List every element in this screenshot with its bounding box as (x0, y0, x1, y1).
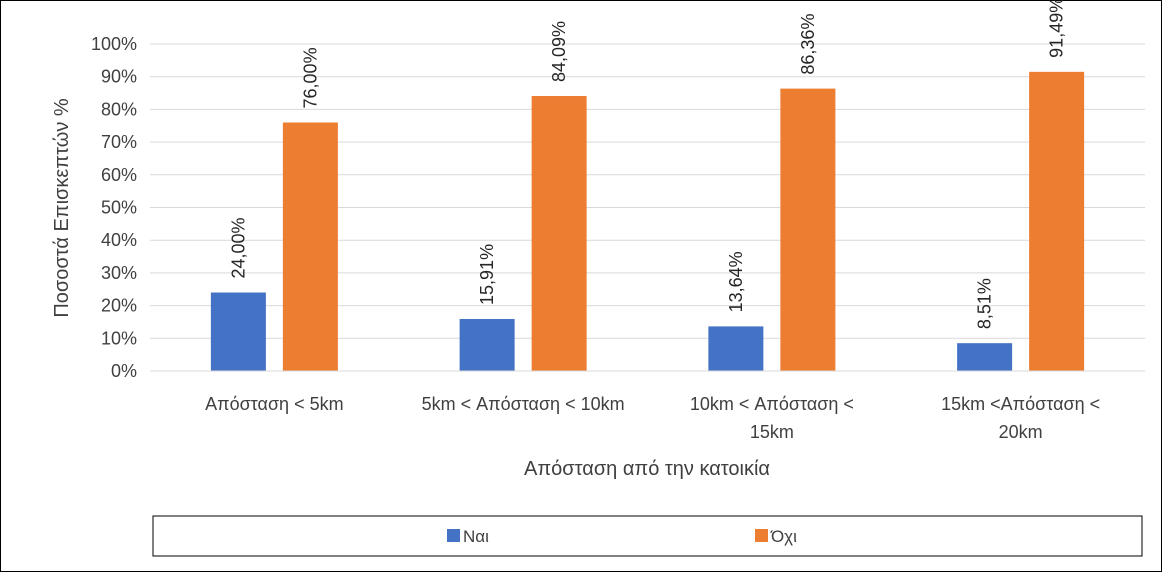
x-axis-ticks: Απόσταση < 5km 5km < Απόσταση < 10km 10km … (205, 394, 1100, 442)
data-label: 24,00% (228, 217, 248, 278)
bar-ochi (531, 96, 587, 372)
x-tick-label: 15km (750, 422, 794, 442)
bar-ochi (282, 122, 338, 371)
y-tick-label: 100% (91, 34, 137, 54)
y-axis-ticks: 0% 10% 20% 30% 40% 50% 60% 70% 80% 90% 100% (91, 34, 137, 381)
x-tick-label: 20km (999, 422, 1043, 442)
y-tick-label: 0% (111, 361, 137, 381)
legend-swatch (447, 529, 460, 542)
bar-ochi (1029, 71, 1085, 371)
x-axis-title: Απόσταση από την κατοικία (524, 458, 770, 480)
bar-nai (459, 318, 515, 371)
bars (210, 71, 1085, 372)
legend-label: Όχι (770, 527, 797, 546)
data-labels: 24,00% 76,00% 15,91% 84,09% 13,64% 86,36% 8,51… (228, 0, 1066, 329)
y-tick-label: 10% (101, 328, 137, 348)
y-tick-label: 90% (101, 67, 137, 87)
data-label: 76,00% (300, 47, 320, 108)
y-tick-label: 20% (101, 296, 137, 316)
x-tick-label: Απόσταση < 5km (205, 394, 343, 414)
y-tick-label: 30% (101, 263, 137, 283)
bar-nai (957, 343, 1013, 371)
data-label: 84,09% (549, 21, 569, 82)
data-label: 13,64% (726, 251, 746, 312)
y-tick-label: 70% (101, 132, 137, 152)
data-label: 15,91% (477, 244, 497, 305)
legend-label: Ναι (463, 527, 489, 546)
y-axis-title: Ποσοστά Επισκεπτών % (51, 98, 73, 318)
x-tick-label: 5km < Απόσταση < 10km (422, 394, 625, 414)
y-tick-label: 80% (101, 99, 137, 119)
y-tick-label: 50% (101, 198, 137, 218)
bar-ochi (780, 88, 836, 372)
x-tick-label: 10km < Απόσταση < (690, 394, 854, 414)
data-label: 86,36% (798, 14, 818, 75)
data-label: 91,49% (1047, 0, 1067, 58)
legend-box (152, 515, 1143, 557)
legend: Ναι Όχι (152, 515, 1143, 557)
y-tick-label: 40% (101, 230, 137, 250)
y-tick-label: 60% (101, 165, 137, 185)
x-tick-label: 15km <Απόσταση < (941, 394, 1100, 414)
data-label: 8,51% (975, 278, 995, 329)
bar-nai (708, 326, 764, 371)
legend-swatch (755, 529, 768, 542)
bar-nai (210, 292, 266, 371)
